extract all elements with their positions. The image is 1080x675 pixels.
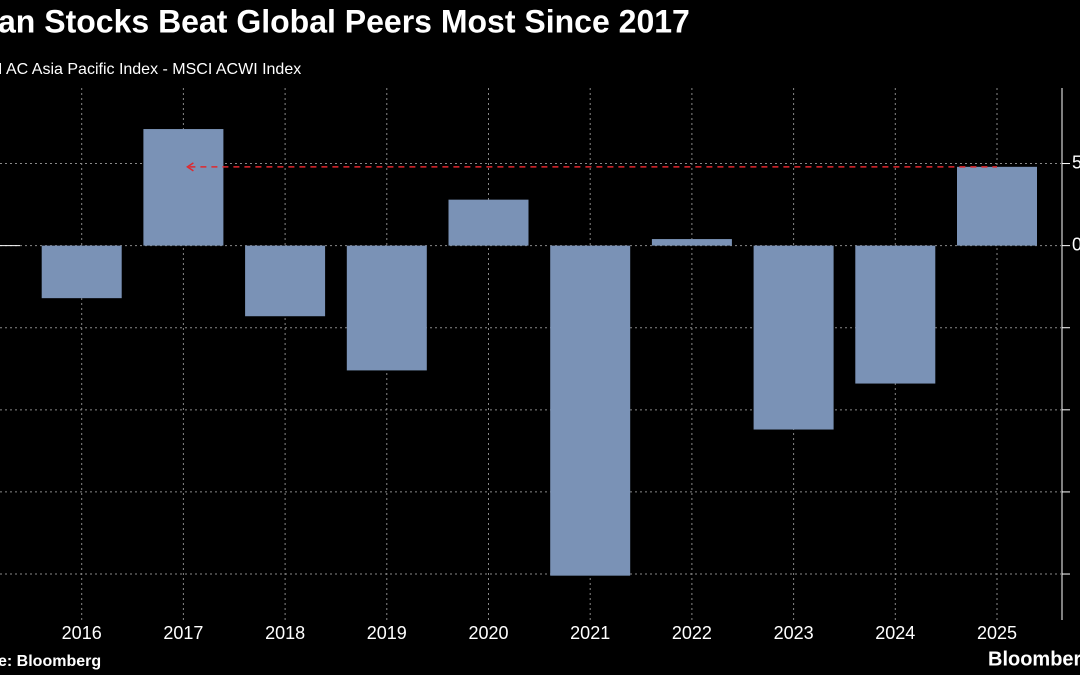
chart-title: an Stocks Beat Global Peers Most Since 2… (0, 3, 690, 39)
bar (143, 129, 224, 246)
x-tick-label: 2024 (875, 623, 915, 643)
bar (651, 239, 732, 246)
bar (753, 245, 834, 430)
x-tick-label: 2023 (774, 623, 814, 643)
chart-subtitle: I AC Asia Pacific Index - MSCI ACWI Inde… (0, 61, 301, 78)
bar (448, 199, 529, 246)
x-tick-label: 2022 (672, 623, 712, 643)
x-tick-label: 2016 (62, 623, 102, 643)
bar (41, 245, 122, 299)
bar (346, 245, 427, 371)
source: e: Bloomberg (0, 653, 101, 670)
x-tick-label: 2025 (977, 623, 1017, 643)
brand: Bloomberg (988, 648, 1080, 670)
x-tick-label: 2017 (163, 623, 203, 643)
highlight-arrow (186, 162, 194, 172)
y-tick-label: 5 (1072, 152, 1080, 172)
bar (855, 245, 936, 384)
x-tick-label: 2019 (367, 623, 407, 643)
bar (550, 245, 631, 576)
x-tick-label: 2020 (468, 623, 508, 643)
x-tick-label: 2018 (265, 623, 305, 643)
y-tick-label: 0 (1072, 234, 1080, 254)
x-tick-label: 2021 (570, 623, 610, 643)
bar (245, 245, 326, 317)
bar (957, 166, 1037, 246)
